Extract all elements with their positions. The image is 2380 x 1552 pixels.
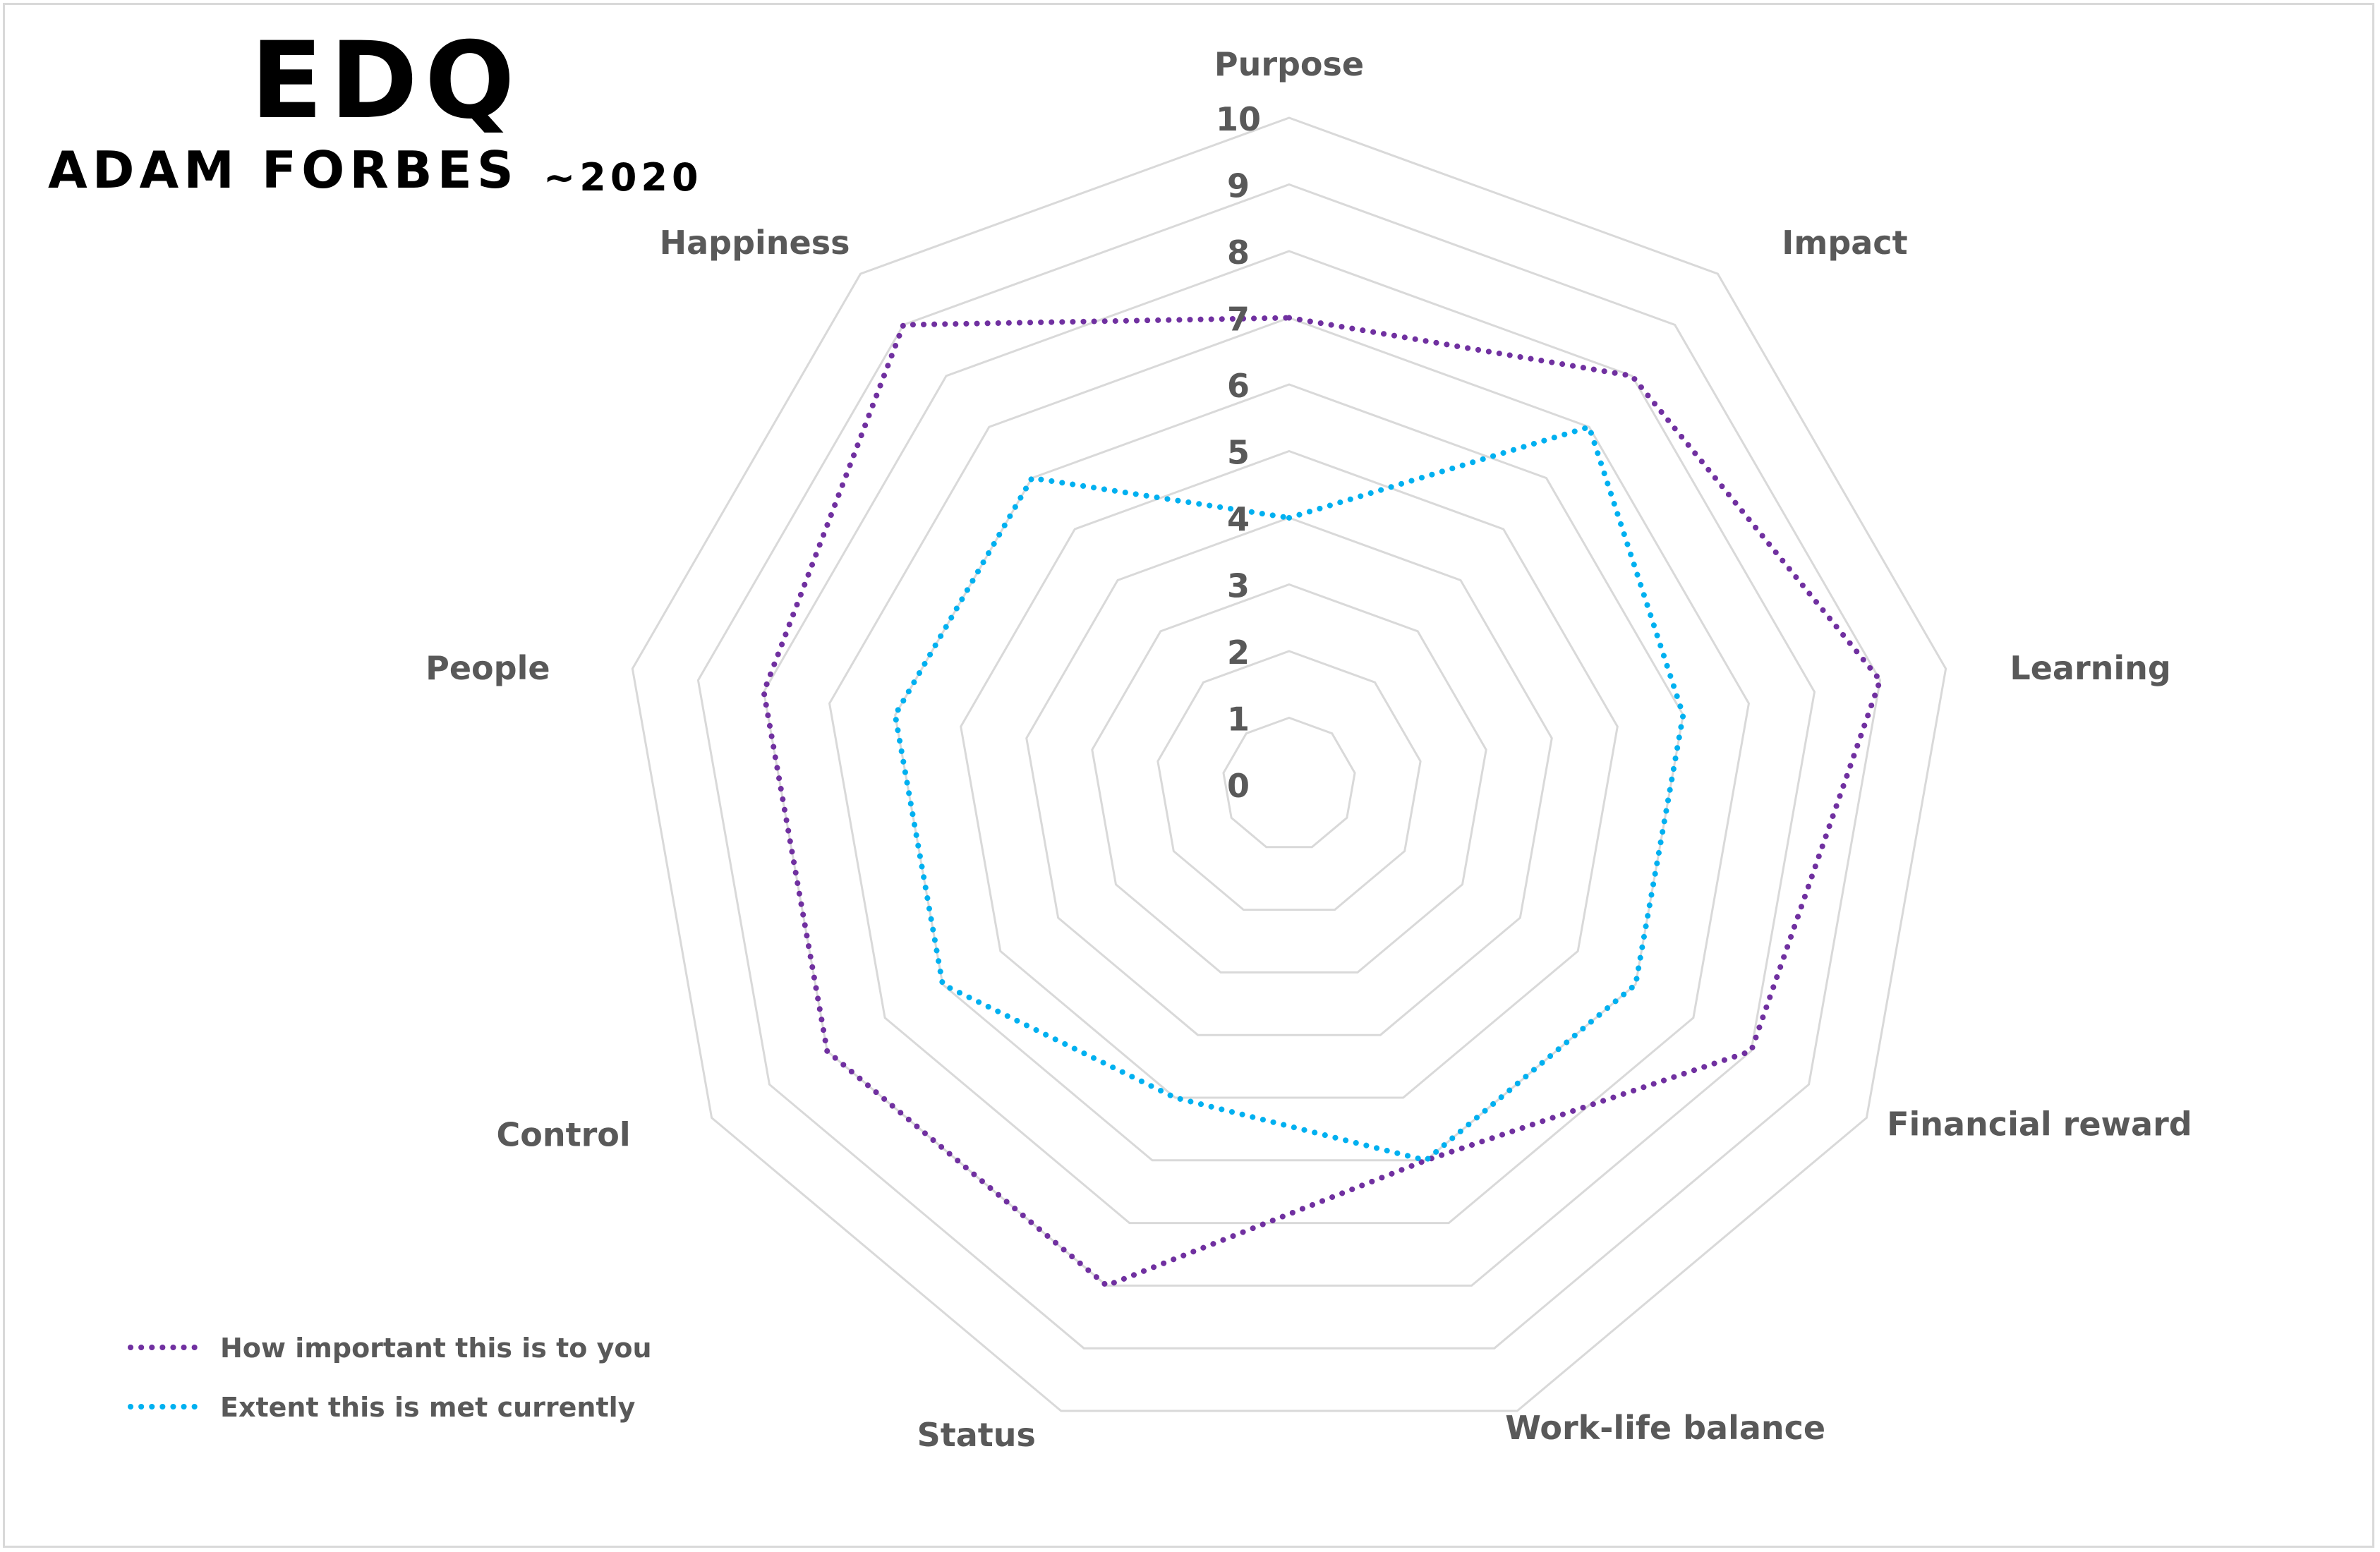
tick-label: 5 (1227, 434, 1250, 472)
tick-label: 7 (1227, 301, 1250, 339)
grid-ring-9 (696, 183, 1882, 1350)
radar-series (761, 315, 1884, 1289)
chart-frame (3, 3, 2374, 1548)
tick-label: 4 (1227, 500, 1250, 538)
tick-label: 6 (1227, 367, 1250, 405)
tick-label: 9 (1227, 167, 1250, 205)
category-label: Happiness (660, 224, 850, 262)
category-label: Learning (2010, 649, 2170, 687)
tick-label: 2 (1227, 633, 1250, 672)
grid-ring-1 (1222, 716, 1356, 849)
chart-legend: How important this is to you Extent this … (128, 1333, 652, 1423)
year-label: ~2020 (543, 155, 703, 200)
grid-ring-8 (762, 250, 1816, 1287)
tick-label: 0 (1227, 767, 1250, 805)
legend-label-2: Extent this is met currently (220, 1392, 636, 1423)
legend-label-1: How important this is to you (220, 1333, 652, 1364)
series-line-2 (892, 423, 1686, 1164)
radar-category-labels: Purpose Impact Learning Financial reward Wor… (425, 45, 2192, 1454)
tick-label: 1 (1227, 701, 1250, 739)
radar-tick-labels: 0 1 2 3 4 5 6 7 8 9 10 (1216, 100, 1261, 805)
series-line-1 (761, 315, 1884, 1289)
tick-label: 3 (1227, 567, 1250, 605)
category-label: Purpose (1214, 45, 1364, 83)
category-label: People (425, 649, 550, 687)
grid-ring-5 (960, 449, 1619, 1099)
grid-ring-2 (1156, 650, 1422, 911)
grid-ring-4 (1025, 516, 1553, 1036)
grid-ring-3 (1091, 583, 1487, 974)
radar-grid (631, 116, 1947, 1412)
grid-ring-7 (828, 316, 1751, 1225)
category-label: Control (497, 1116, 631, 1154)
tick-label: 10 (1216, 100, 1261, 138)
grid-ring-6 (894, 383, 1684, 1162)
category-label: Financial reward (1887, 1105, 2192, 1144)
category-label: Status (917, 1416, 1036, 1454)
grid-ring-10 (631, 116, 1947, 1412)
tick-label: 8 (1227, 234, 1250, 272)
page-title: EDQ (250, 20, 522, 143)
author-name: ADAM FORBES (48, 140, 519, 200)
category-label: Impact (1782, 224, 1907, 262)
category-label: Work-life balance (1505, 1409, 1825, 1447)
